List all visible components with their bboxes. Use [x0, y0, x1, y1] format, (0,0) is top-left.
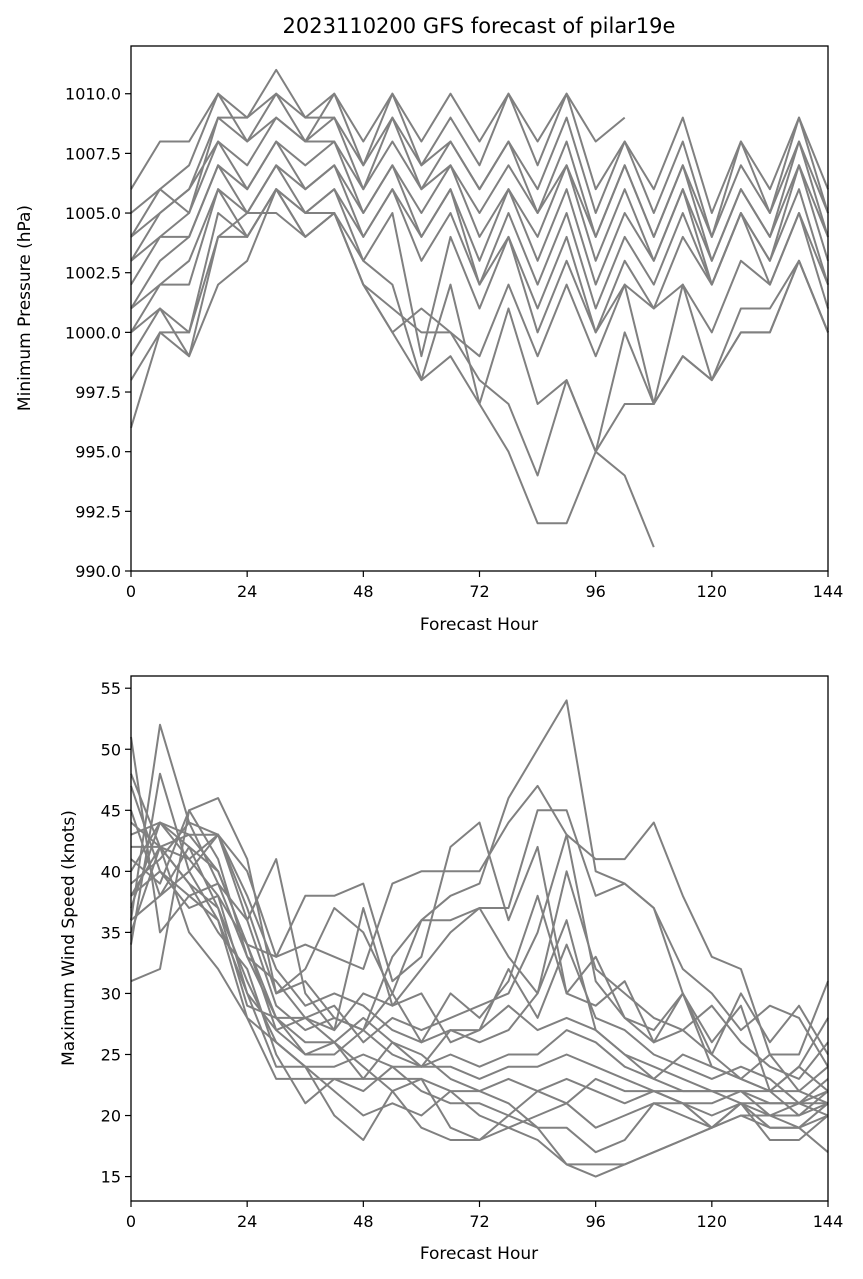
wind-series-line-1 — [130, 699, 829, 1068]
pressure-y-tick-label: 1002.5 — [65, 264, 121, 283]
pressure-x-tick-label: 120 — [697, 582, 728, 601]
pressure-y-tick-label: 995.0 — [75, 443, 121, 462]
wind-x-tick-label: 144 — [813, 1212, 844, 1231]
pressure-plot-frame — [130, 45, 829, 572]
pressure-series-line-4 — [130, 116, 829, 238]
wind-series-line-2 — [130, 723, 829, 1056]
pressure-y-tick-label: 990.0 — [75, 562, 121, 581]
wind-series-line-18 — [130, 809, 829, 1166]
wind-y-axis-label: Maximum Wind Speed (knots) — [59, 810, 79, 1066]
pressure-x-tick-label: 0 — [126, 582, 136, 601]
wind-y-tick-label: 25 — [101, 1045, 121, 1064]
pressure-series-lines — [130, 68, 829, 548]
wind-series-lines — [130, 699, 829, 1178]
wind-chart: 0 24 48 72 96 120 144 15 20 25 30 35 40 45 50 55 Foreca… — [59, 675, 844, 1264]
wind-plot-frame — [130, 675, 829, 1202]
wind-series-line-6 — [131, 833, 829, 1093]
pressure-x-tick-label: 72 — [469, 582, 489, 601]
pressure-x-tick-label: 24 — [237, 582, 257, 601]
wind-y-tick-label: 30 — [101, 984, 121, 1003]
pressure-series-line-1 — [130, 68, 626, 190]
wind-series-line-5 — [130, 772, 829, 1080]
pressure-series-line-13 — [130, 188, 829, 477]
wind-y-tick-label: 40 — [101, 862, 121, 881]
pressure-axes: 0 24 48 72 96 120 144 990.0 992.5 995.0 997.5 1000.… — [65, 85, 843, 601]
wind-y-tick-label: 35 — [101, 923, 121, 942]
pressure-y-tick-label: 1007.5 — [65, 144, 121, 163]
pressure-series-line-14 — [130, 212, 655, 548]
wind-x-tick-label: 48 — [353, 1212, 373, 1231]
pressure-x-tick-label: 48 — [353, 582, 373, 601]
wind-x-axis-label: Forecast Hour — [420, 1244, 538, 1264]
wind-y-tick-label: 15 — [101, 1168, 121, 1187]
wind-series-line-14 — [130, 821, 829, 1117]
pressure-y-tick-label: 997.5 — [75, 383, 121, 402]
pressure-y-tick-label: 1000.0 — [65, 323, 121, 342]
wind-y-tick-label: 45 — [101, 801, 121, 820]
wind-x-tick-label: 120 — [697, 1212, 728, 1231]
wind-y-tick-label: 55 — [101, 679, 121, 698]
wind-x-tick-label: 24 — [237, 1212, 257, 1231]
pressure-x-tick-label: 144 — [813, 582, 844, 601]
pressure-y-axis-label: Minimum Pressure (hPa) — [15, 205, 35, 411]
wind-y-tick-label: 50 — [101, 740, 121, 759]
wind-x-tick-label: 96 — [585, 1212, 605, 1231]
wind-series-line-10 — [130, 821, 829, 1105]
wind-y-tick-label: 20 — [101, 1107, 121, 1126]
pressure-y-tick-label: 1010.0 — [65, 85, 121, 104]
pressure-y-tick-label: 1005.0 — [65, 204, 121, 223]
pressure-x-axis-label: Forecast Hour — [420, 615, 538, 635]
pressure-chart-title: 2023110200 GFS forecast of pilar19e — [283, 14, 676, 38]
pressure-x-tick-label: 96 — [585, 582, 605, 601]
wind-axes: 0 24 48 72 96 120 144 15 20 25 30 35 40 45 50 55 — [101, 679, 844, 1231]
wind-x-tick-label: 0 — [126, 1212, 136, 1231]
wind-series-line-12 — [130, 845, 828, 1105]
pressure-y-tick-label: 992.5 — [75, 502, 121, 521]
wind-x-tick-label: 72 — [469, 1212, 489, 1231]
pressure-chart: 2023110200 GFS forecast of pilar19e 0 24 4… — [15, 14, 843, 635]
